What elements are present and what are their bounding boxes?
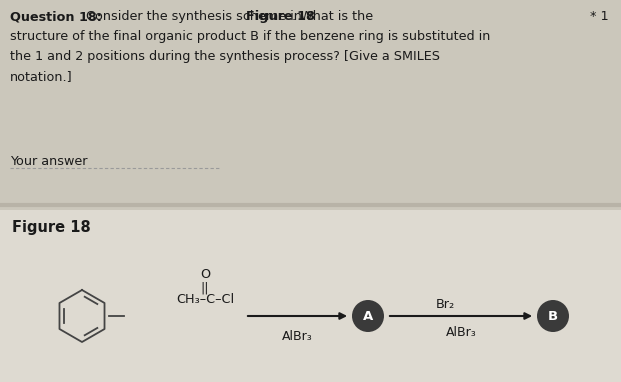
Text: Consider the synthesis scheme in: Consider the synthesis scheme in xyxy=(82,10,306,23)
Text: Figure 18: Figure 18 xyxy=(246,10,315,23)
Text: Question 18:: Question 18: xyxy=(10,10,102,23)
Text: structure of the final organic product B if the benzene ring is substituted in: structure of the final organic product B… xyxy=(10,30,491,43)
Text: AlBr₃: AlBr₃ xyxy=(282,330,313,343)
Text: Figure 18: Figure 18 xyxy=(12,220,91,235)
Text: CH₃–C–Cl: CH₃–C–Cl xyxy=(176,293,234,306)
Text: the 1 and 2 positions during the synthesis process? [Give a SMILES: the 1 and 2 positions during the synthes… xyxy=(10,50,440,63)
Circle shape xyxy=(352,300,384,332)
Text: Br₂: Br₂ xyxy=(435,298,455,311)
Text: notation.]: notation.] xyxy=(10,70,73,83)
Text: * 1: * 1 xyxy=(590,10,609,23)
Text: B: B xyxy=(548,309,558,322)
Text: . What is the: . What is the xyxy=(292,10,373,23)
Text: O: O xyxy=(200,268,210,281)
FancyBboxPatch shape xyxy=(0,0,621,205)
Text: A: A xyxy=(363,309,373,322)
Text: Your answer: Your answer xyxy=(10,155,88,168)
FancyBboxPatch shape xyxy=(0,210,621,382)
Text: AlBr₃: AlBr₃ xyxy=(446,326,476,339)
Circle shape xyxy=(537,300,569,332)
Text: ||: || xyxy=(201,281,209,294)
